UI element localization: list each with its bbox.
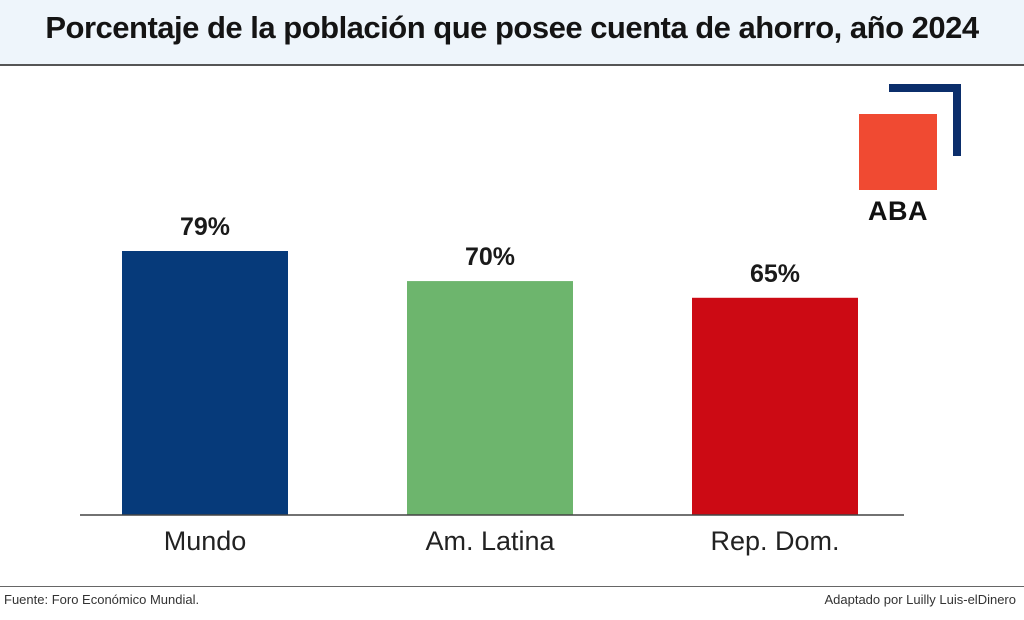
footer-divider	[0, 586, 1024, 587]
title-band	[0, 0, 1024, 64]
category-label-rep-dom: Rep. Dom.	[710, 526, 839, 556]
bar-am-latina	[407, 281, 573, 515]
bar-rep-dom	[692, 297, 858, 515]
aba-logo: ABA	[856, 84, 968, 226]
chart-title: Porcentaje de la población que posee cue…	[45, 10, 979, 45]
bar-mundo	[122, 251, 288, 515]
title-divider	[0, 64, 1024, 66]
category-label-am-latina: Am. Latina	[425, 526, 555, 556]
credit-note: Adaptado por Luilly Luis-elDinero	[824, 592, 1016, 607]
data-label-rep-dom: 65%	[750, 260, 800, 288]
bar-chart: 79% Mundo 70% Am. Latina 65% Rep. Dom.	[80, 213, 904, 556]
data-label-mundo: 79%	[180, 213, 230, 241]
logo-text: ABA	[868, 196, 928, 226]
logo-square-icon	[859, 114, 937, 190]
source-note: Fuente: Foro Económico Mundial.	[4, 592, 200, 607]
category-label-mundo: Mundo	[164, 526, 247, 556]
data-label-am-latina: 70%	[465, 243, 515, 271]
logo-frame-icon	[889, 84, 961, 156]
